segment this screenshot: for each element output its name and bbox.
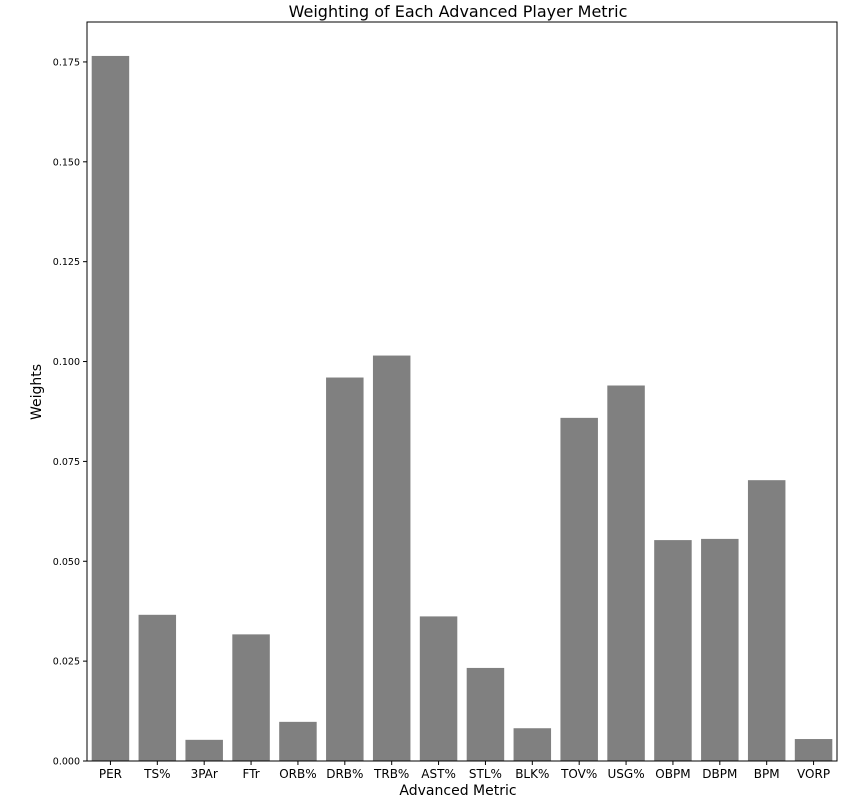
x-axis-label: Advanced Metric [399,783,516,799]
x-tick-label: TRB% [373,767,409,781]
bar-tov [560,417,598,761]
bar-obpm [654,540,692,761]
bar-ts [138,614,177,761]
x-tick-label: AST% [421,767,456,781]
bar-bpm [747,480,786,761]
bar-blk [513,728,552,761]
x-tick-label: DRB% [326,767,363,781]
chart-title: Weighting of Each Advanced Player Metric [289,2,628,21]
y-tick-label: 0.175 [53,57,80,68]
x-tick-label: 3PAr [191,767,218,781]
y-tick-label: 0.025 [53,657,80,668]
y-tick-label: 0.075 [53,457,80,468]
bar-drb [326,377,364,761]
bar-orb [279,721,317,761]
y-tick-label: 0.125 [53,257,80,268]
y-axis-label: Weights [29,364,45,420]
x-tick-label: OBPM [655,767,690,781]
x-tick-label: BPM [754,767,780,781]
y-tick-label: 0.050 [53,557,80,568]
x-tick-label: PER [99,767,122,781]
y-tick-label: 0.000 [53,757,80,768]
x-tick-label: DBPM [702,767,737,781]
x-tick-label: USG% [608,767,645,781]
x-tick-label: STL% [469,767,502,781]
x-tick-label: BLK% [515,767,549,781]
y-tick-label: 0.100 [53,357,80,368]
x-tick-label: VORP [797,767,830,781]
bar-ftr [232,634,270,761]
bar-ast [419,616,458,761]
x-tick-label: ORB% [279,767,316,781]
bar-per [91,55,130,761]
x-tick-label: TS% [143,767,170,781]
x-tick-label: FTr [242,767,259,781]
bar-3par [185,739,223,761]
axes-frame [86,21,838,762]
bar-usg [607,385,645,761]
y-tick-label: 0.150 [53,157,80,168]
bar-dbpm [701,538,739,761]
x-tick-label: TOV% [560,767,597,781]
bar-trb [372,355,411,761]
bar-vorp [794,739,833,761]
bar-stl [466,667,505,761]
plot-area: 0.000 0.025 0.050 0.075 0.100 0.125 0.150 0.175… [53,21,838,781]
